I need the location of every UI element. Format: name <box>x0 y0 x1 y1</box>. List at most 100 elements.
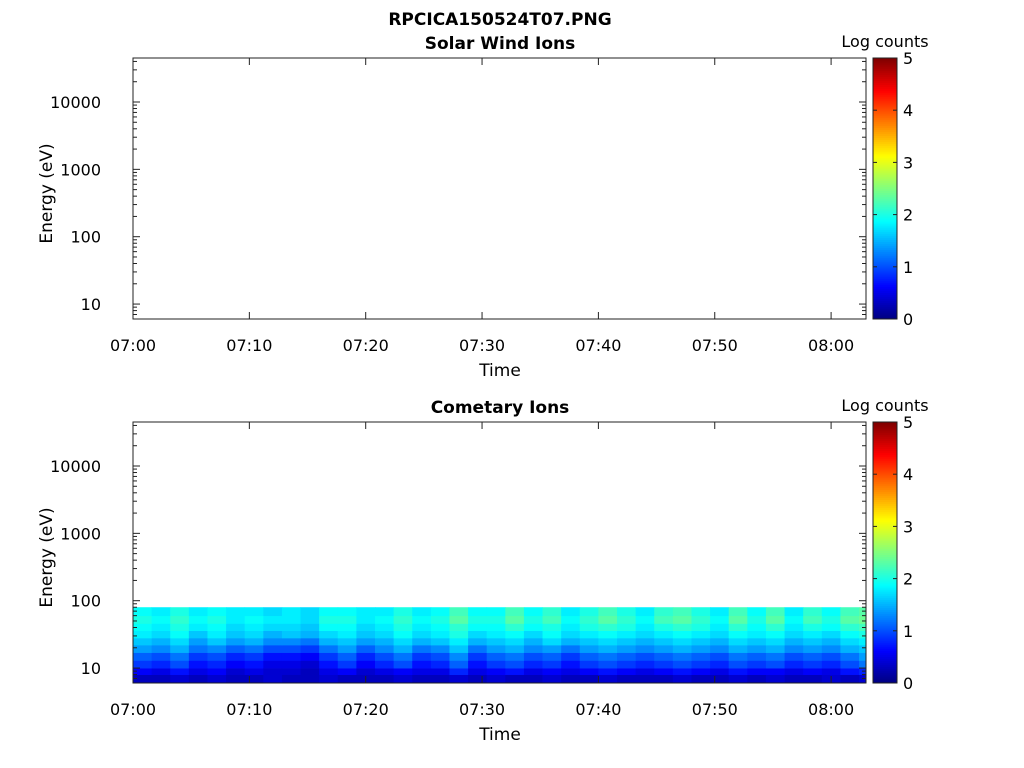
heatmap-cell <box>244 668 264 675</box>
colorbar-step <box>873 609 897 613</box>
heatmap-cell <box>765 668 785 675</box>
heatmap-cell <box>747 637 767 646</box>
colorbar-step <box>873 422 897 425</box>
heatmap-cell <box>375 630 395 639</box>
heatmap-cell <box>393 630 413 639</box>
colorbar-step <box>873 221 897 224</box>
heatmap-cell <box>505 623 525 631</box>
heatmap-cell <box>840 660 860 669</box>
heatmap-cell <box>375 644 395 653</box>
heatmap-cell <box>393 668 413 675</box>
heatmap-cell <box>133 660 153 669</box>
heatmap-cell <box>747 630 767 639</box>
x-axis-ticks: 07:00 07:10 07:20 07:30 07:40 07:50 08:00 <box>110 58 854 355</box>
heatmap-cell <box>542 674 562 684</box>
colorbar-step <box>873 542 897 545</box>
colorbar-step <box>873 444 897 447</box>
colorbar-step <box>873 426 897 429</box>
colorbar-step <box>873 481 897 484</box>
heatmap-cell <box>337 637 357 646</box>
colorbar-step <box>873 595 897 598</box>
colorbar-step <box>873 302 897 306</box>
heatmap-cell <box>617 668 637 675</box>
heatmap-cell <box>672 623 692 631</box>
colorbar-step <box>873 280 897 283</box>
colorbar-step <box>873 88 897 92</box>
heatmap-cell <box>375 668 395 675</box>
colorbar-step <box>873 298 897 302</box>
heatmap-cell <box>803 615 823 624</box>
heatmap-cell <box>635 615 655 624</box>
colorbar-tick-label: 2 <box>903 206 913 225</box>
heatmap-cell <box>598 652 618 661</box>
heatmap-cell <box>337 668 357 675</box>
heatmap-cell <box>672 660 692 669</box>
heatmap-cell <box>784 644 804 653</box>
heatmap-cell <box>356 615 376 624</box>
heatmap-cell <box>840 623 860 631</box>
heatmap-cell <box>393 644 413 653</box>
heatmap-cell <box>356 668 376 675</box>
colorbar-step <box>873 276 897 279</box>
colorbar-step <box>873 544 897 547</box>
colorbar-tick-label: 0 <box>903 674 913 693</box>
heatmap-cell <box>263 668 283 675</box>
heatmap-cell <box>561 668 581 675</box>
heatmap-cell <box>430 652 450 661</box>
heatmap-cell <box>747 607 767 617</box>
heatmap-cell <box>654 630 674 639</box>
heatmap-cell <box>430 668 450 675</box>
colorbar-step <box>873 483 897 486</box>
colorbar-step <box>873 558 897 562</box>
colorbar-step <box>873 292 897 296</box>
colorbar-step <box>873 202 897 206</box>
heatmap-cell <box>710 630 730 639</box>
colorbar-step <box>873 572 897 576</box>
heatmap-cell <box>226 668 246 675</box>
heatmap-cell <box>207 652 227 661</box>
heatmap-cell <box>765 615 785 624</box>
y-tick-label: 10000 <box>50 93 101 112</box>
heatmap-cell <box>617 637 637 646</box>
colorbar-step <box>873 470 897 474</box>
heatmap-cell <box>170 637 190 646</box>
heatmap-cell <box>170 644 190 653</box>
heatmap-cell <box>561 630 581 639</box>
heatmap-cell <box>188 668 208 675</box>
y-tick-label: 10 <box>81 295 101 314</box>
heatmap-cell <box>226 630 246 639</box>
colorbar-step <box>873 170 897 173</box>
heatmap-cell <box>728 660 748 669</box>
heatmap-cell <box>300 637 320 646</box>
heatmap-cell <box>170 652 190 661</box>
colorbar-step <box>873 668 897 672</box>
heatmap-cell <box>617 674 637 684</box>
colorbar-step <box>873 241 897 245</box>
colorbar-step <box>873 80 897 83</box>
colorbar-step <box>873 278 897 281</box>
heatmap-cell <box>728 623 748 631</box>
heatmap-cell <box>505 630 525 639</box>
heatmap-cell <box>691 660 711 669</box>
heatmap-cell <box>151 637 171 646</box>
colorbar-step <box>873 229 897 232</box>
heatmap-cell <box>300 623 320 631</box>
colorbar-step <box>873 306 897 310</box>
x-tick-label: 07:30 <box>459 700 505 719</box>
colorbar-step <box>873 182 897 185</box>
heatmap-cell <box>263 660 283 669</box>
colorbar-step <box>873 507 897 511</box>
heatmap-cell <box>579 623 599 631</box>
x-tick-label: 07:50 <box>692 336 738 355</box>
colorbar-step <box>873 223 897 226</box>
heatmap-cell <box>747 644 767 653</box>
heatmap-cell <box>468 644 488 653</box>
heatmap-cell <box>281 607 301 617</box>
heatmap-cell <box>412 615 432 624</box>
x-tick-label: 07:40 <box>575 700 621 719</box>
colorbar-step <box>873 149 897 153</box>
colorbar-step <box>873 261 897 265</box>
heatmap-cell <box>468 630 488 639</box>
heatmap-cell <box>691 630 711 639</box>
heatmap-cell <box>133 615 153 624</box>
